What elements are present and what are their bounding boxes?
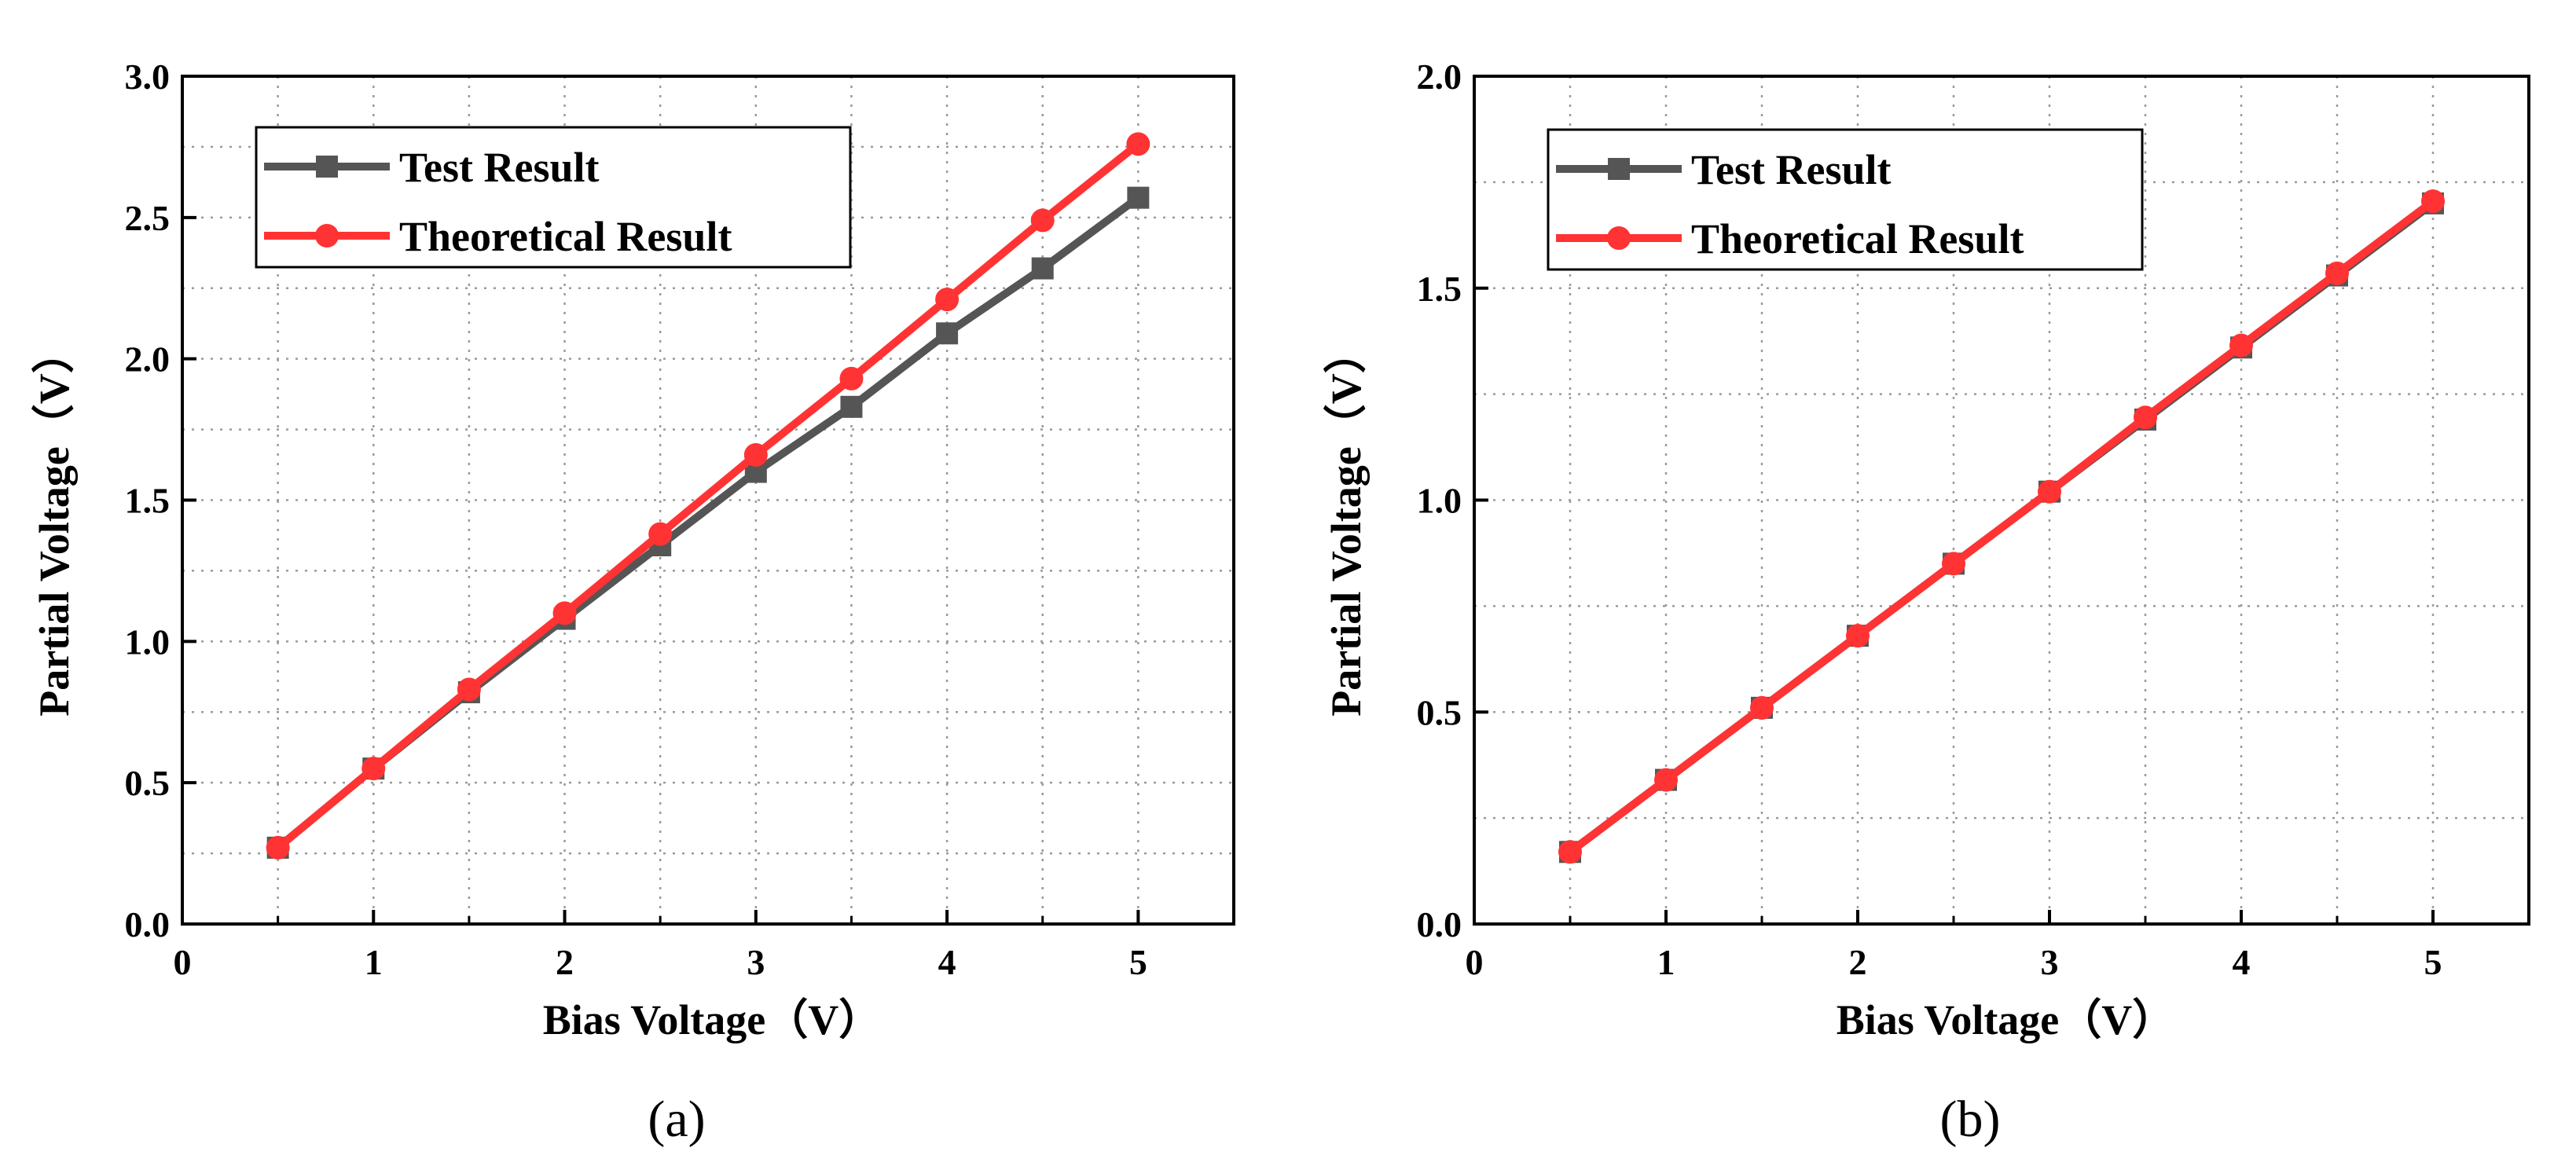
chart-a-x-tick-label: 3 — [747, 942, 765, 982]
chart-a-legend: Test Result Theoretical Result — [255, 126, 852, 269]
chart-a-test-result-point — [840, 395, 863, 418]
chart-a-theoretical-result-point — [1126, 132, 1150, 156]
chart-b-x-tick-label: 1 — [1657, 942, 1675, 982]
chart-b-x-tick-label: 0 — [1466, 942, 1484, 982]
chart-b-theoretical-result-point — [1750, 695, 1774, 720]
chart-a-x-tick-label: 1 — [365, 942, 383, 982]
chart-a-legend-theoretical-result-label: Theoretical Result — [399, 213, 732, 260]
chart-a-test-result-point — [1031, 257, 1054, 280]
chart-b-y-tick-label: 0.0 — [1417, 904, 1462, 944]
chart-b-theoretical-result-point — [2038, 479, 2061, 504]
chart-a-theoretical-result-line — [275, 141, 1141, 851]
chart-b-x-tick-label: 3 — [2041, 942, 2059, 982]
chart-a-test-result-point — [936, 322, 959, 345]
chart-a-y-tick-label: 1.0 — [125, 622, 171, 662]
chart-a-theoretical-result-point — [361, 757, 386, 781]
chart-a-series — [266, 132, 1150, 860]
chart-b-legend-test-result-marker — [1608, 158, 1630, 180]
chart-b-theoretical-result-point — [1942, 552, 1965, 576]
chart-a-x-tick-label: 2 — [556, 942, 574, 982]
chart-b-theoretical-result-point — [2421, 189, 2445, 214]
chart-a-theoretical-result-point — [457, 677, 481, 702]
chart-b-x-tick-label: 4 — [2233, 942, 2251, 982]
chart-b-x-tick-label: 2 — [1849, 942, 1867, 982]
chart-b-grid — [1474, 76, 2529, 924]
chart-b-theoretical-result-point — [2325, 261, 2349, 285]
chart-b-legend-box — [1547, 128, 2144, 271]
chart-a-theoretical-result-point — [743, 442, 768, 467]
chart-b-y-tick-label: 1.5 — [1417, 269, 1462, 309]
chart-a-x-tick-label: 5 — [1129, 942, 1147, 982]
chart-a-x-axis-label: Bias Voltage（V） — [543, 996, 882, 1043]
chart-a-ticks: 0 1 2 3 4 5 0.0 0.5 1.0 1.5 2.0 2.5 3.0 — [125, 57, 1147, 982]
chart-b-legend-theoretical-result-label: Theoretical Result — [1691, 215, 2024, 262]
chart-b-series — [1558, 189, 2445, 864]
chart-b-theoretical-result-point — [1654, 768, 1678, 792]
chart-a-theoretical-result-point — [266, 835, 290, 860]
chart-b-legend-test-result-label: Test Result — [1691, 146, 1892, 193]
chart-b-x-tick-label: 5 — [2424, 942, 2442, 982]
chart-b-legend: Test Result Theoretical Result — [1547, 128, 2144, 271]
chart-a-legend-theoretical-result-marker — [315, 224, 339, 248]
chart-a-y-tick-label: 2.5 — [125, 198, 171, 238]
chart-b-ticks: 0 1 2 3 4 5 0.0 0.5 1.0 1.5 2.0 — [1417, 57, 2442, 982]
chart-a-y-tick-label: 0.5 — [125, 763, 171, 803]
chart-a-legend-box — [255, 126, 852, 269]
chart-a-x-tick-label: 0 — [174, 942, 192, 982]
chart-b-y-tick-label: 1.0 — [1417, 481, 1462, 521]
chart-a-theoretical-result-point — [839, 366, 864, 390]
chart-b-theoretical-result-point — [1846, 624, 1870, 648]
chart-a-test-result-point — [1127, 186, 1150, 209]
chart-b-legend-theoretical-result-marker — [1607, 226, 1631, 250]
chart-a-theoretical-result-point — [552, 601, 577, 625]
chart-b-theoretical-result-line — [1567, 198, 2436, 856]
chart-a-y-tick-label: 0.0 — [125, 904, 171, 944]
chart-a-y-axis-label: Partial Voltage（V） — [31, 331, 78, 716]
chart-a-x-tick-label: 4 — [938, 942, 956, 982]
chart-b-theoretical-result-point — [2134, 405, 2157, 430]
chart-b-caption: (b) — [1940, 1091, 2001, 1148]
chart-b-y-tick-label: 0.5 — [1417, 692, 1462, 732]
chart-a-legend-test-result-marker — [316, 156, 338, 178]
chart-b-theoretical-result-point — [2229, 333, 2253, 358]
chart-a-theoretical-result-point — [935, 288, 960, 312]
chart-a-theoretical-result-point — [648, 522, 673, 546]
chart-b-x-axis-label: Bias Voltage（V） — [1837, 996, 2175, 1043]
chart-b: 0 1 2 3 4 5 0.0 0.5 1.0 1.5 2.0 Test Result Theoret… — [1323, 57, 2530, 1148]
chart-a: 0 1 2 3 4 50.00.51.01.52.02.53.0 Test ResultT… — [31, 57, 1235, 1148]
chart-b-y-tick-label: 2.0 — [1417, 57, 1462, 97]
chart-a-theoretical-result-point — [1030, 208, 1055, 233]
chart-a-y-tick-label: 3.0 — [125, 57, 171, 97]
chart-a-y-tick-label: 1.5 — [125, 481, 171, 521]
chart-b-y-axis-label: Partial Voltage（V） — [1323, 331, 1370, 716]
chart-a-y-tick-label: 2.0 — [125, 339, 171, 380]
chart-a-caption: (a) — [648, 1091, 705, 1148]
chart-a-legend-test-result-label: Test Result — [399, 144, 600, 191]
chart-b-theoretical-result-point — [1558, 840, 1582, 864]
